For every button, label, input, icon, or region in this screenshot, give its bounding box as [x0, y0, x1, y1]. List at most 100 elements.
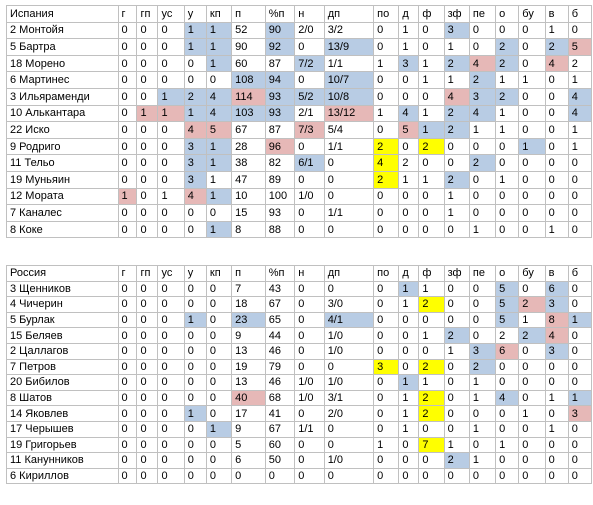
stat-cell: 0	[398, 204, 420, 222]
name-cell: 8 Коке	[6, 220, 119, 239]
stat-cell: 0	[205, 389, 233, 407]
stat-cell: 3	[183, 137, 207, 156]
stat-cell: 0	[468, 296, 497, 313]
stat-cell: 1	[567, 121, 593, 139]
stat-cell: 1	[398, 405, 420, 422]
stat-cell: 0	[157, 327, 185, 344]
stat-cell: 0	[136, 121, 159, 139]
stat-cell: 1/0	[294, 374, 325, 391]
stat-cell: б	[567, 265, 593, 282]
player-row: 2 Монтойя 0 0 0 1 1 52 90 2/0 3/2 0 1 0 3 0 0 0 1 0	[6, 21, 593, 40]
stat-cell: 0	[117, 204, 138, 222]
stat-cell: 0	[117, 342, 138, 360]
stat-cell: п	[231, 5, 266, 23]
stat-cell: 1	[518, 137, 546, 156]
stat-cell: 0	[136, 280, 159, 298]
stat-cell: 0	[205, 311, 233, 329]
stat-cell: 0	[136, 54, 159, 73]
stat-cell: 0	[157, 54, 185, 73]
stat-cell: 0	[468, 21, 497, 40]
stat-cell: 0	[398, 358, 420, 376]
stat-cell: 1	[518, 405, 546, 422]
stat-cell: 0	[398, 71, 420, 89]
stat-cell: 0	[518, 436, 546, 454]
stat-cell: 0	[373, 327, 400, 344]
stat-cell: 0	[157, 137, 185, 156]
stat-cell: 1	[443, 204, 470, 222]
stat-cell: 0	[183, 358, 207, 376]
stat-cell: 0	[373, 21, 400, 40]
stat-cell: 0	[183, 452, 207, 469]
stat-cell: 0	[567, 220, 593, 239]
stat-cell: 2	[468, 358, 497, 376]
name-cell: 6 Кириллов	[6, 467, 119, 485]
stat-cell: 1	[567, 389, 593, 407]
stat-cell: 0	[117, 389, 138, 407]
stat-cell: в	[544, 265, 569, 282]
player-row: 20 Бибилов 0 0 0 0 0 13 46 1/0 1/0 0 1 1 0 1 0 0 0 0	[6, 374, 593, 391]
stat-cell: 0	[567, 187, 593, 206]
stat-cell: 0	[418, 420, 445, 438]
stat-cell: 0	[117, 121, 138, 139]
stat-cell: 2	[518, 327, 546, 344]
stat-cell: 0	[205, 327, 233, 344]
stat-cell: 67	[264, 420, 296, 438]
stat-cell: 2/0	[323, 405, 375, 422]
stat-cell: 3	[544, 342, 569, 360]
stat-cell: 50	[264, 452, 296, 469]
stat-cell: 3	[443, 21, 470, 40]
stat-cell: 4/1	[323, 311, 375, 329]
stat-cell: 1	[518, 311, 546, 329]
player-row: 2 Цаллагов 0 0 0 0 0 13 46 0 1/0 0 0 0 1 3 6 0 3 0	[6, 342, 593, 360]
stat-cell: 0	[518, 154, 546, 172]
stat-cell: 13	[231, 342, 266, 360]
stat-cell: 5	[495, 280, 520, 298]
stat-cell: 1/0	[323, 452, 375, 469]
stat-cell: по	[373, 5, 400, 23]
stat-cell: 0	[468, 436, 497, 454]
stat-cell: 1	[443, 71, 470, 89]
stat-cell: 1	[205, 420, 233, 438]
stat-cell: 0	[468, 204, 497, 222]
name-cell: 14 Яковлев	[6, 405, 119, 422]
stat-cell: 0	[443, 311, 470, 329]
stat-cell: 2	[468, 71, 497, 89]
stat-cell: 0	[418, 342, 445, 360]
stat-cell: 0	[183, 342, 207, 360]
stat-cell: 0	[157, 467, 185, 485]
stat-cell: 4	[567, 104, 593, 123]
stat-cell: 0	[495, 374, 520, 391]
stat-cell: 0	[443, 374, 470, 391]
stat-cell: 114	[231, 87, 266, 106]
stat-cell: 0	[136, 170, 159, 189]
stat-cell: 0	[183, 389, 207, 407]
stat-cell: 0	[373, 220, 400, 239]
stat-cell: 0	[136, 452, 159, 469]
stat-cell: 0	[117, 170, 138, 189]
stat-cell: 3	[567, 405, 593, 422]
stat-cell: 2/1	[294, 104, 325, 123]
stat-cell: 0	[183, 220, 207, 239]
player-row: 11 Тельо 0 0 0 3 1 38 82 6/1 0 4 2 0 0 2 0 0 0 0	[6, 154, 593, 172]
name-cell: 18 Морено	[6, 54, 119, 73]
stat-cell: 0	[495, 420, 520, 438]
name-cell: 3 Ильяраменди	[6, 87, 119, 106]
stat-cell: 1	[495, 71, 520, 89]
stat-cell: 0	[468, 38, 497, 56]
player-row: 8 Коке 0 0 0 0 1 8 88 0 0 0 0 0 0 1 0 0 1 0	[6, 220, 593, 239]
stat-cell: 1	[418, 121, 445, 139]
player-row: 3 Ильяраменди 0 0 1 2 4 114 93 5/2 10/8 0 0 0 4 3 2 0 0 4	[6, 87, 593, 106]
stat-cell: 0	[183, 54, 207, 73]
stat-cell: н	[294, 265, 325, 282]
player-row: 5 Бурлак 0 0 0 1 0 23 65 0 4/1 0 0 0 0 0 5 1 8 1	[6, 311, 593, 329]
stat-cell: 0	[294, 327, 325, 344]
stat-cell: 0	[117, 280, 138, 298]
stat-cell: 0	[443, 405, 470, 422]
stat-cell: 0	[418, 21, 445, 40]
stat-cell: 0	[544, 121, 569, 139]
stat-cell: 0	[136, 374, 159, 391]
name-cell: 5 Бурлак	[6, 311, 119, 329]
stat-cell: 1	[373, 436, 400, 454]
stat-cell: 1	[183, 405, 207, 422]
stat-cell: 0	[418, 38, 445, 56]
